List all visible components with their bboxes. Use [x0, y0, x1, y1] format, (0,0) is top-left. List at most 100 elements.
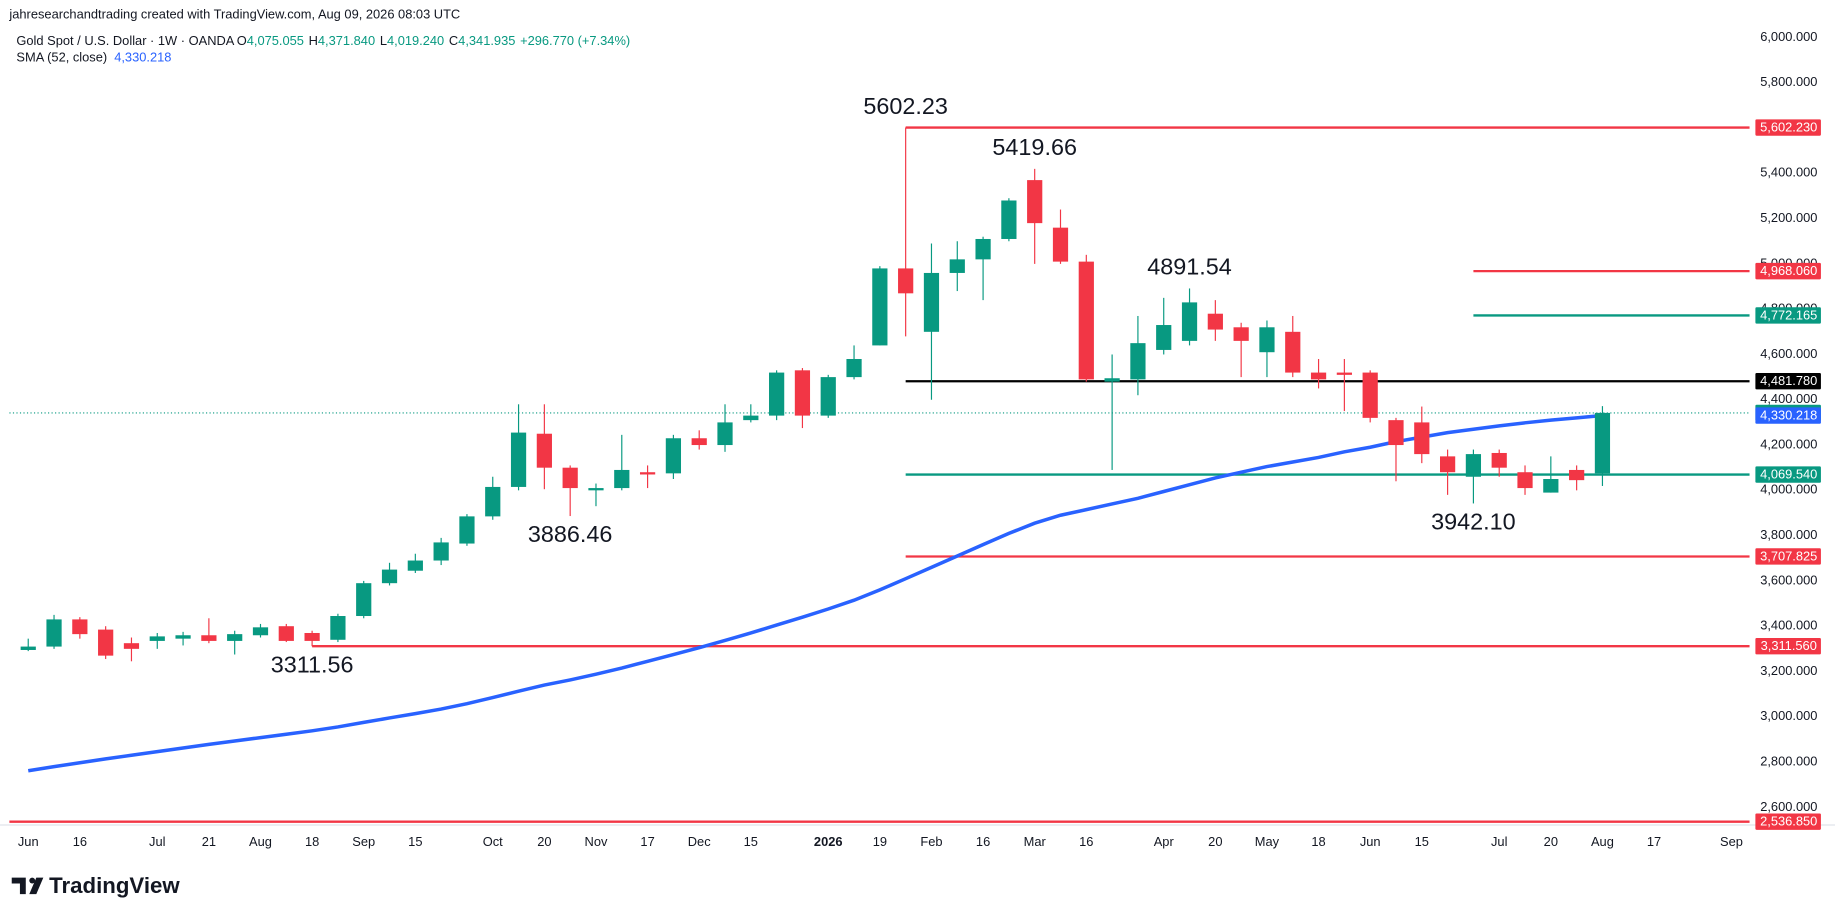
x-tick-label: 17: [640, 834, 654, 849]
x-tick-label: Aug: [1591, 834, 1614, 849]
annotation: 4891.54: [1147, 254, 1232, 280]
x-tick-label: Aug: [249, 834, 272, 849]
candle-body: [1130, 343, 1146, 380]
ohlc-value: 4,019.240: [387, 34, 444, 49]
candle-body: [691, 438, 707, 446]
candle-body: [562, 467, 578, 489]
candle-body: [510, 432, 527, 487]
candle-body: [1465, 454, 1482, 477]
candle-body: [1439, 456, 1456, 473]
x-tick-label: 15: [744, 834, 758, 849]
candle-body: [769, 372, 785, 416]
candle-body: [820, 377, 836, 416]
level-tag-bg: [1755, 813, 1821, 830]
candle-body: [1259, 327, 1275, 353]
ohlc-value: 4,371.840: [318, 34, 375, 49]
x-tick-label: May: [1255, 834, 1280, 849]
x-tick-label: 18: [305, 834, 319, 849]
x-tick-label: Sep: [1720, 834, 1743, 849]
candle-body: [485, 486, 501, 517]
ohlc-value: 4,341.935: [458, 34, 515, 49]
y-tick-label: 2,600.000: [1760, 799, 1817, 814]
credit: jahresearchandtrading created with Tradi…: [8, 7, 460, 22]
sma-legend: SMA (52, close) 4,330.218: [16, 50, 171, 65]
x-tick-label: 20: [1544, 834, 1558, 849]
level-tag-bg: [1755, 548, 1821, 565]
candle-body: [1362, 372, 1378, 418]
candle-body: [123, 643, 140, 649]
y-tick-label: 3,600.000: [1760, 572, 1817, 587]
candle-body: [949, 259, 965, 273]
candle-body: [794, 370, 811, 416]
sma-tag: 4,330.218: [1760, 408, 1817, 423]
candle-body: [614, 469, 630, 489]
candle-body: [278, 626, 294, 641]
y-tick-label: 5,200.000: [1760, 210, 1817, 225]
x-tick-label: Dec: [688, 834, 711, 849]
level-tag-bg: [1755, 307, 1821, 324]
symbol-legend: Gold Spot / U.S. Dollar · 1W · OANDA O 4,0…: [16, 34, 630, 49]
level-tag: 3,311.560: [1761, 638, 1817, 653]
sma-line: [27, 413, 1603, 773]
candle-body: [717, 422, 733, 446]
x-tick-label: 2026: [814, 834, 843, 849]
candle-body: [1543, 479, 1559, 493]
level-tag-bg: [1755, 466, 1821, 483]
candle-body: [1001, 200, 1017, 239]
candle-body: [175, 635, 191, 639]
y-tick-label: 4,600.000: [1760, 346, 1817, 361]
candle-body: [536, 433, 552, 468]
x-tick-label: Jun: [18, 834, 39, 849]
x-tick-label: Apr: [1154, 834, 1175, 849]
candle-body: [923, 272, 940, 332]
y-tick-label: 3,200.000: [1760, 663, 1817, 678]
level-tag: 4,772.165: [1760, 307, 1817, 322]
candle-body: [356, 583, 372, 617]
candle-body: [1181, 302, 1198, 341]
x-tick-label: Jul: [1491, 834, 1507, 849]
x-tick-label: 15: [408, 834, 422, 849]
level-tag-bg: [1755, 262, 1821, 280]
candle-body: [46, 619, 62, 647]
annotation: 5602.23: [863, 93, 948, 119]
level-tag: 4,481.780: [1760, 373, 1817, 388]
level-tag: 2,536.850: [1760, 814, 1817, 829]
candle-body: [1104, 378, 1120, 382]
x-tick-label: Jul: [149, 834, 165, 849]
candle-body: [846, 358, 862, 378]
y-tick-label: 6,000.000: [1760, 29, 1817, 44]
y-tick-label: 4,400.000: [1760, 391, 1817, 406]
ohlc-key: H: [309, 34, 318, 49]
annotation: 3311.56: [271, 651, 354, 677]
candle-body: [1336, 372, 1352, 375]
candle-body: [1233, 327, 1249, 341]
candle-body: [227, 634, 243, 641]
level-tag: 5,602.230: [1760, 120, 1817, 135]
x-tick-label: 16: [976, 834, 990, 849]
ohlc-key: O: [237, 34, 247, 49]
level-tag: 4,968.060: [1760, 263, 1817, 278]
candle-body: [1156, 325, 1172, 350]
level-tag-bg: [1755, 373, 1821, 390]
x-tick-label: 17: [1647, 834, 1661, 849]
y-tick-label: 2,800.000: [1760, 753, 1817, 768]
candle-body: [1517, 472, 1533, 489]
symbol: Gold Spot / U.S. Dollar · 1W · OANDA: [16, 34, 234, 49]
candle-body: [433, 542, 449, 561]
candle-body: [98, 629, 114, 656]
candle-body: [381, 569, 398, 584]
candle-body: [72, 619, 88, 635]
candle-body: [252, 627, 269, 636]
x-tick-label: Oct: [483, 834, 503, 849]
candle-body: [1569, 469, 1585, 481]
brand: TradingView: [49, 873, 180, 898]
x-tick-label: 16: [73, 834, 87, 849]
sma-tag-bg: [1755, 407, 1821, 424]
x-tick-label: 15: [1415, 834, 1429, 849]
candle-body: [20, 646, 36, 650]
candle-body: [1078, 261, 1094, 380]
candle-body: [1310, 372, 1327, 380]
candle-body: [1594, 412, 1611, 474]
candle-body: [639, 472, 656, 475]
candle-body: [975, 238, 991, 260]
